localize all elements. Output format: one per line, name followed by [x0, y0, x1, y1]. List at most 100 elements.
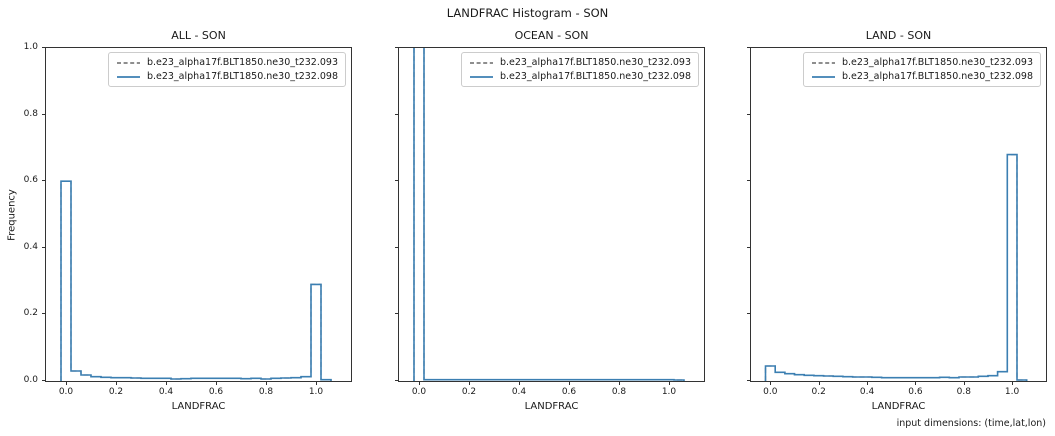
legend-line-swatch	[811, 75, 835, 78]
series-line-098	[764, 153, 1028, 381]
y-tick-mark	[42, 180, 45, 182]
y-tick-mark	[747, 313, 750, 315]
x-axis-label: LANDFRAC	[524, 401, 579, 412]
legend-entry: b.e23_alpha17f.BLT1850.ne30_t232.098	[116, 71, 338, 82]
legend-box: b.e23_alpha17f.BLT1850.ne30_t232.093 b.e2…	[107, 52, 346, 87]
x-axis-label: LANDFRAC	[871, 401, 926, 412]
legend-entry-label: b.e23_alpha17f.BLT1850.ne30_t232.098	[146, 71, 338, 82]
subplot-title: ALL - SON	[171, 29, 226, 42]
plot-area: b.e23_alpha17f.BLT1850.ne30_t232.093 b.e2…	[45, 47, 352, 382]
histogram-step-lines	[60, 180, 332, 381]
legend-box: b.e23_alpha17f.BLT1850.ne30_t232.093 b.e2…	[460, 52, 699, 87]
y-tick-mark	[395, 380, 398, 381]
y-axis-label: Frequency	[6, 188, 18, 241]
y-tick-label: 0.6	[23, 175, 38, 186]
y-tick-label: 0.8	[23, 108, 38, 119]
x-tick-label: 0.6	[908, 387, 923, 397]
x-tick-label: 0.2	[108, 387, 124, 397]
x-tick-mark	[316, 382, 317, 385]
legend-line-swatch	[811, 61, 835, 64]
series-line-098	[60, 180, 332, 381]
y-tick-label: 0.2	[23, 308, 38, 319]
x-tick-mark	[419, 382, 420, 385]
x-tick-mark	[619, 382, 620, 385]
x-tick-mark	[569, 382, 570, 385]
legend-entry: b.e23_alpha17f.BLT1850.ne30_t232.093	[469, 57, 691, 68]
histogram-step-lines	[764, 153, 1028, 381]
x-tick-label: 0.8	[258, 387, 274, 397]
y-tick-mark	[747, 180, 750, 182]
x-tick-mark	[770, 382, 772, 385]
legend-line-swatch	[116, 75, 140, 78]
x-tick-mark	[963, 382, 965, 385]
x-tick-mark	[818, 382, 820, 385]
x-tick-mark	[1012, 382, 1014, 385]
x-tick-label: 0.6	[208, 387, 224, 397]
x-tick-mark	[915, 382, 917, 385]
y-tick-label: 0.0	[23, 375, 38, 385]
y-tick-mark	[747, 113, 750, 115]
y-tick-mark	[42, 47, 45, 48]
legend-entry: b.e23_alpha17f.BLT1850.ne30_t232.093	[811, 57, 1033, 68]
y-tick-mark	[42, 113, 45, 115]
y-tick-mark	[395, 313, 398, 315]
x-tick-label: 0.2	[461, 387, 477, 397]
plot-area: b.e23_alpha17f.BLT1850.ne30_t232.093 b.e2…	[750, 47, 1047, 382]
subplot-land-son: LAND - SON b.e23_alpha17f.BLT1850.ne30_t…	[747, 29, 1047, 412]
subplot-ocean-son: OCEAN - SON b.e23_alpha17f.BLT1850.ne30_…	[395, 29, 705, 412]
y-tick-mark	[747, 47, 750, 48]
x-tick-label: 1.0	[308, 387, 324, 397]
x-tick-label: 0.0	[411, 387, 427, 397]
series-line-093	[413, 48, 685, 381]
y-tick-mark	[747, 380, 750, 381]
legend-entry: b.e23_alpha17f.BLT1850.ne30_t232.098	[811, 71, 1033, 82]
y-tick-mark	[395, 47, 398, 48]
legend-entry: b.e23_alpha17f.BLT1850.ne30_t232.098	[469, 71, 691, 82]
y-tick-mark	[42, 380, 45, 381]
y-tick-mark	[395, 180, 398, 182]
x-tick-mark	[216, 382, 217, 385]
x-tick-label: 0.6	[561, 387, 577, 397]
x-axis-label: LANDFRAC	[171, 401, 226, 412]
footer-note: input dimensions: (time,lat,lon)	[896, 418, 1046, 429]
x-tick-label: 1.0	[1004, 387, 1020, 397]
legend-line-swatch	[116, 61, 140, 64]
legend-line-swatch	[469, 61, 493, 64]
x-tick-mark	[166, 382, 167, 385]
x-tick-label: 0.4	[511, 387, 527, 397]
x-tick-mark	[66, 382, 67, 385]
legend-entry-label: b.e23_alpha17f.BLT1850.ne30_t232.093	[841, 57, 1033, 68]
subplot-title: OCEAN - SON	[514, 29, 589, 42]
legend-entry-label: b.e23_alpha17f.BLT1850.ne30_t232.093	[499, 57, 691, 68]
legend-entry-label: b.e23_alpha17f.BLT1850.ne30_t232.098	[499, 71, 691, 82]
series-line-093	[60, 180, 332, 381]
legend-entry-label: b.e23_alpha17f.BLT1850.ne30_t232.098	[841, 71, 1033, 82]
y-tick-mark	[395, 113, 398, 115]
series-line-093	[764, 153, 1028, 381]
y-tick-mark	[42, 313, 45, 315]
y-tick-label: 1.0	[23, 42, 38, 52]
x-tick-mark	[469, 382, 470, 385]
y-tick-mark	[395, 246, 398, 248]
histogram-step-lines	[413, 48, 685, 381]
x-tick-mark	[116, 382, 117, 385]
x-tick-mark	[867, 382, 869, 385]
x-tick-label: 0.0	[763, 387, 778, 397]
series-line-098	[413, 48, 685, 381]
plot-area: b.e23_alpha17f.BLT1850.ne30_t232.093 b.e2…	[398, 47, 705, 382]
subplot-title: LAND - SON	[865, 29, 932, 42]
y-tick-label: 0.4	[23, 241, 38, 252]
x-tick-label: 0.4	[158, 387, 174, 397]
y-tick-mark	[747, 246, 750, 248]
x-tick-mark	[266, 382, 267, 385]
y-tick-mark	[42, 246, 45, 248]
figure-title: LANDFRAC Histogram - SON	[446, 6, 609, 20]
x-tick-mark	[519, 382, 520, 385]
x-tick-label: 0.4	[859, 387, 875, 397]
x-tick-label: 0.8	[611, 387, 627, 397]
legend-entry: b.e23_alpha17f.BLT1850.ne30_t232.093	[116, 57, 338, 68]
legend-entry-label: b.e23_alpha17f.BLT1850.ne30_t232.093	[146, 57, 338, 68]
x-tick-label: 1.0	[661, 387, 677, 397]
x-tick-label: 0.8	[956, 387, 971, 397]
